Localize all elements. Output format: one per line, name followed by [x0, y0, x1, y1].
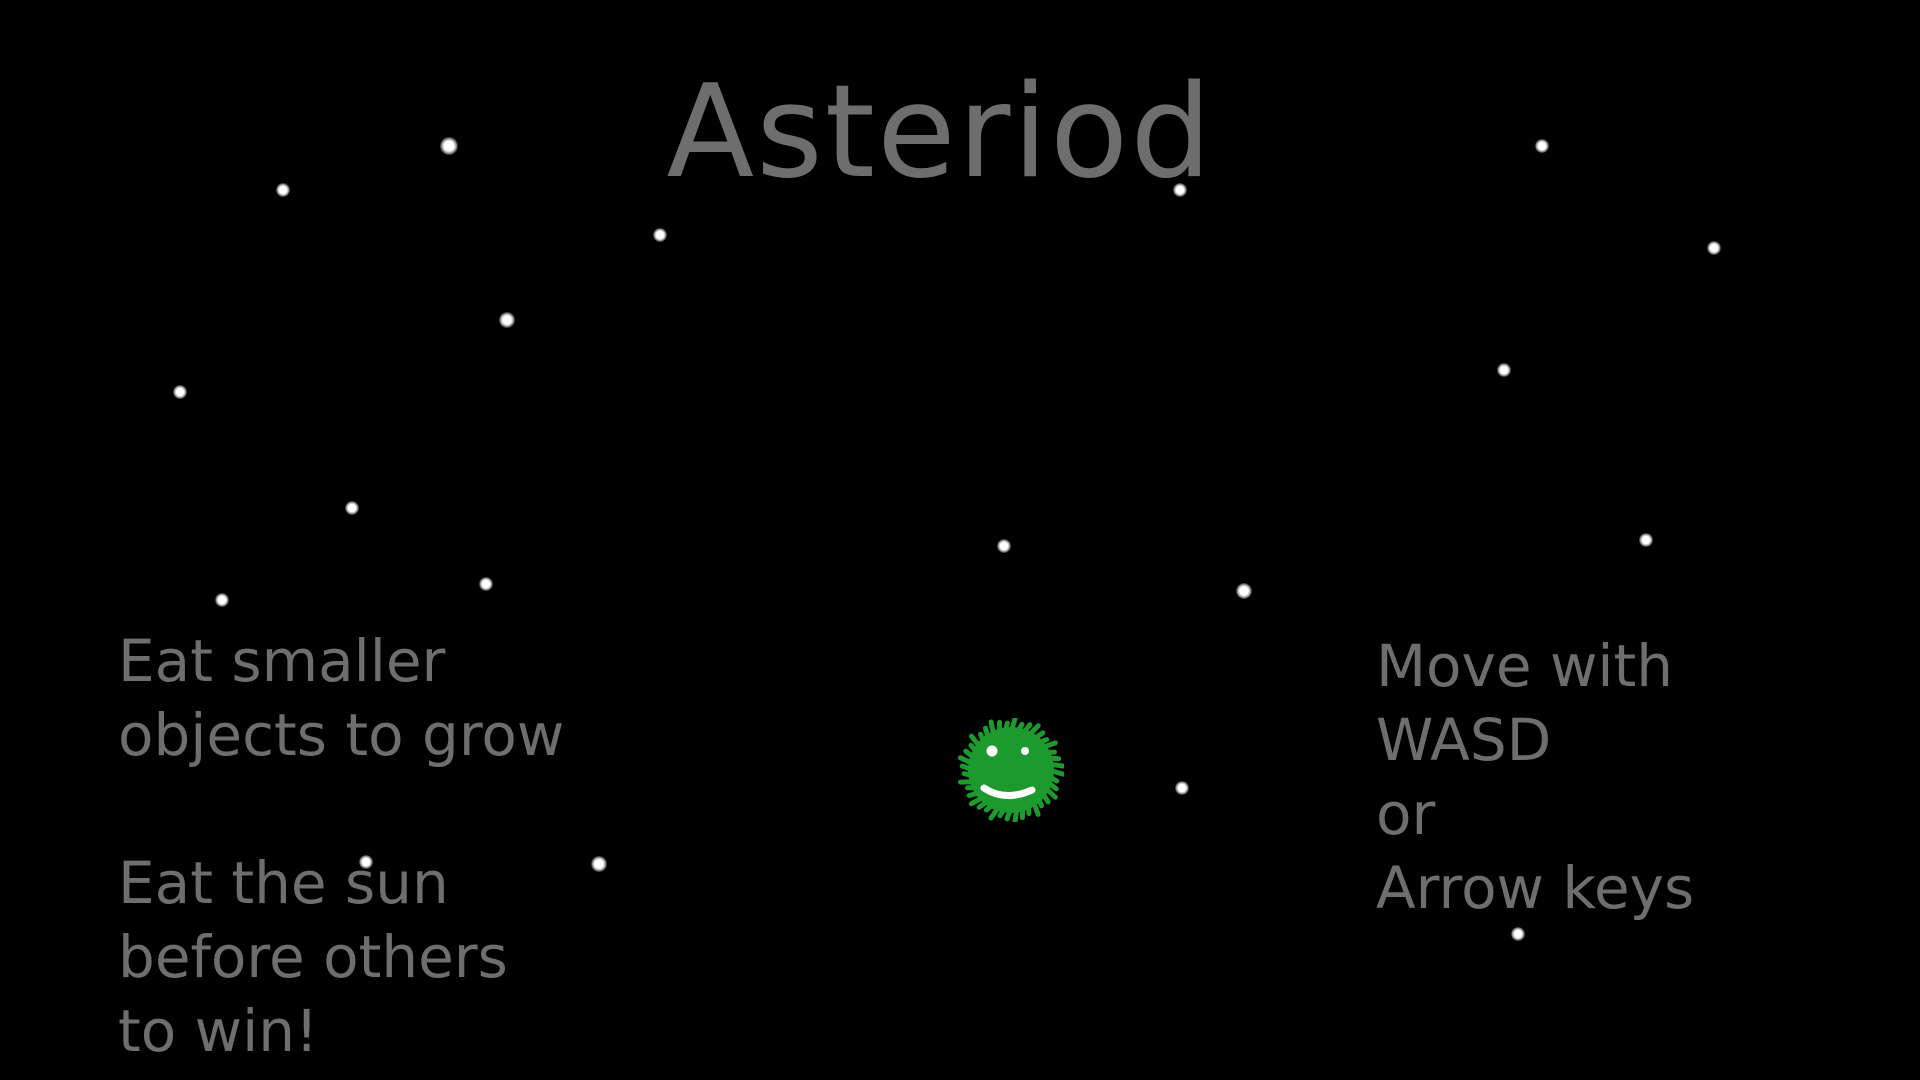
star [359, 855, 373, 869]
grow-instructions: Eat smaller objects to grow [118, 627, 565, 769]
star [440, 137, 458, 155]
star [1173, 183, 1187, 197]
star [1639, 533, 1653, 547]
star [591, 856, 607, 872]
star [479, 577, 493, 591]
win-instructions: Eat the sun before others to win! [118, 849, 508, 1065]
star [1707, 241, 1721, 255]
star [1175, 781, 1189, 795]
star [653, 228, 667, 242]
star [1497, 363, 1511, 377]
star [173, 385, 187, 399]
star [499, 312, 515, 328]
star [1511, 927, 1525, 941]
game-title: Asteriod [666, 58, 1214, 207]
player-character [957, 715, 1066, 825]
green-fuzzy-smiley-icon [957, 715, 1066, 825]
star [345, 501, 359, 515]
star [997, 539, 1011, 553]
star [215, 593, 229, 607]
controls-instructions: Move with WASD or Arrow keys [1376, 632, 1695, 922]
star [276, 183, 290, 197]
star [1535, 139, 1549, 153]
star [1236, 583, 1252, 599]
